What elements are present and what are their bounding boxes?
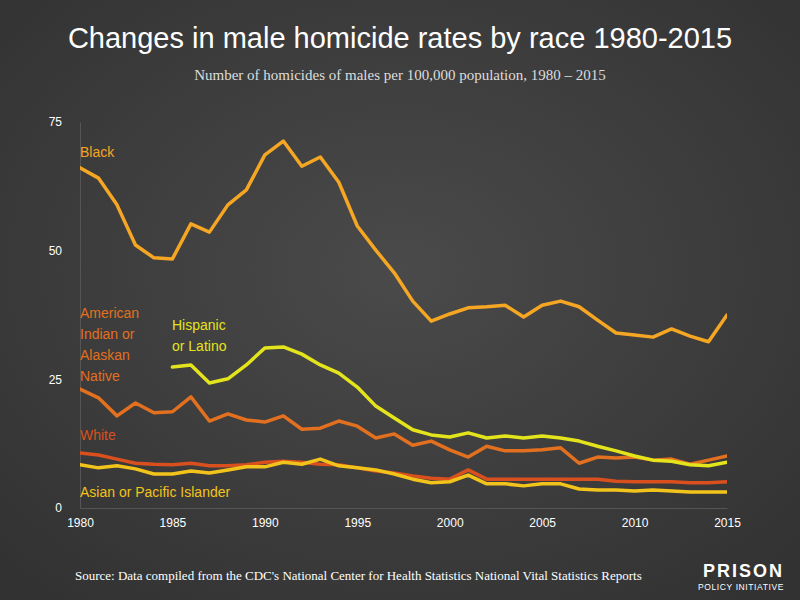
- tick: 1990: [252, 508, 279, 530]
- subtitle: Number of homicides of males per 100,000…: [194, 67, 606, 83]
- series-label: Black: [80, 144, 115, 160]
- logo: POLICY INITIATIVE: [698, 582, 784, 592]
- tick-label: 75: [49, 115, 63, 129]
- x-axis: 1980 1985 1990 1995 2000 2005 2010 2015: [67, 508, 741, 530]
- background: [0, 0, 800, 600]
- title: Changes in male homicide rates by race 1…: [68, 22, 732, 54]
- axis-line: [81, 508, 728, 509]
- tick: 2010: [622, 508, 649, 530]
- y-axis: 0 25 50 75: [49, 115, 81, 515]
- logo: PRISON: [703, 561, 784, 581]
- series-line: [80, 141, 727, 342]
- tick-label: 0: [55, 501, 62, 515]
- tick: 0: [55, 501, 80, 515]
- tick: 1985: [160, 508, 187, 530]
- tick-label: 2000: [437, 516, 464, 530]
- lines: [80, 141, 727, 492]
- tick-label: 25: [49, 373, 63, 387]
- tick-label: 1985: [160, 516, 187, 530]
- tick: 25: [49, 373, 80, 387]
- tick: 50: [49, 244, 80, 258]
- tick-label: 50: [49, 244, 63, 258]
- source: Source: Data compiled from the CDC's Nat…: [75, 568, 642, 583]
- tick: 75: [49, 115, 80, 129]
- tick: 2005: [529, 508, 556, 530]
- tick: 2000: [437, 508, 464, 530]
- tick-label: 1995: [344, 516, 371, 530]
- tick: 1980: [67, 508, 94, 530]
- tick-label: 2015: [714, 516, 741, 530]
- series-label: Asian or Pacific Islander: [80, 484, 231, 500]
- tick: 1995: [344, 508, 371, 530]
- tick: 2015: [714, 508, 741, 530]
- series-label: White: [80, 427, 116, 443]
- series-line: [172, 347, 727, 466]
- chart: Changes in male homicide rates by race 1…: [0, 0, 800, 600]
- series-label: Hispanicor Latino: [172, 317, 227, 354]
- series-label: AmericanIndian orAlaskanNative: [80, 305, 139, 384]
- tick-label: 1980: [67, 516, 94, 530]
- tick-label: 2010: [622, 516, 649, 530]
- tick-label: 2005: [529, 516, 556, 530]
- tick-label: 1990: [252, 516, 279, 530]
